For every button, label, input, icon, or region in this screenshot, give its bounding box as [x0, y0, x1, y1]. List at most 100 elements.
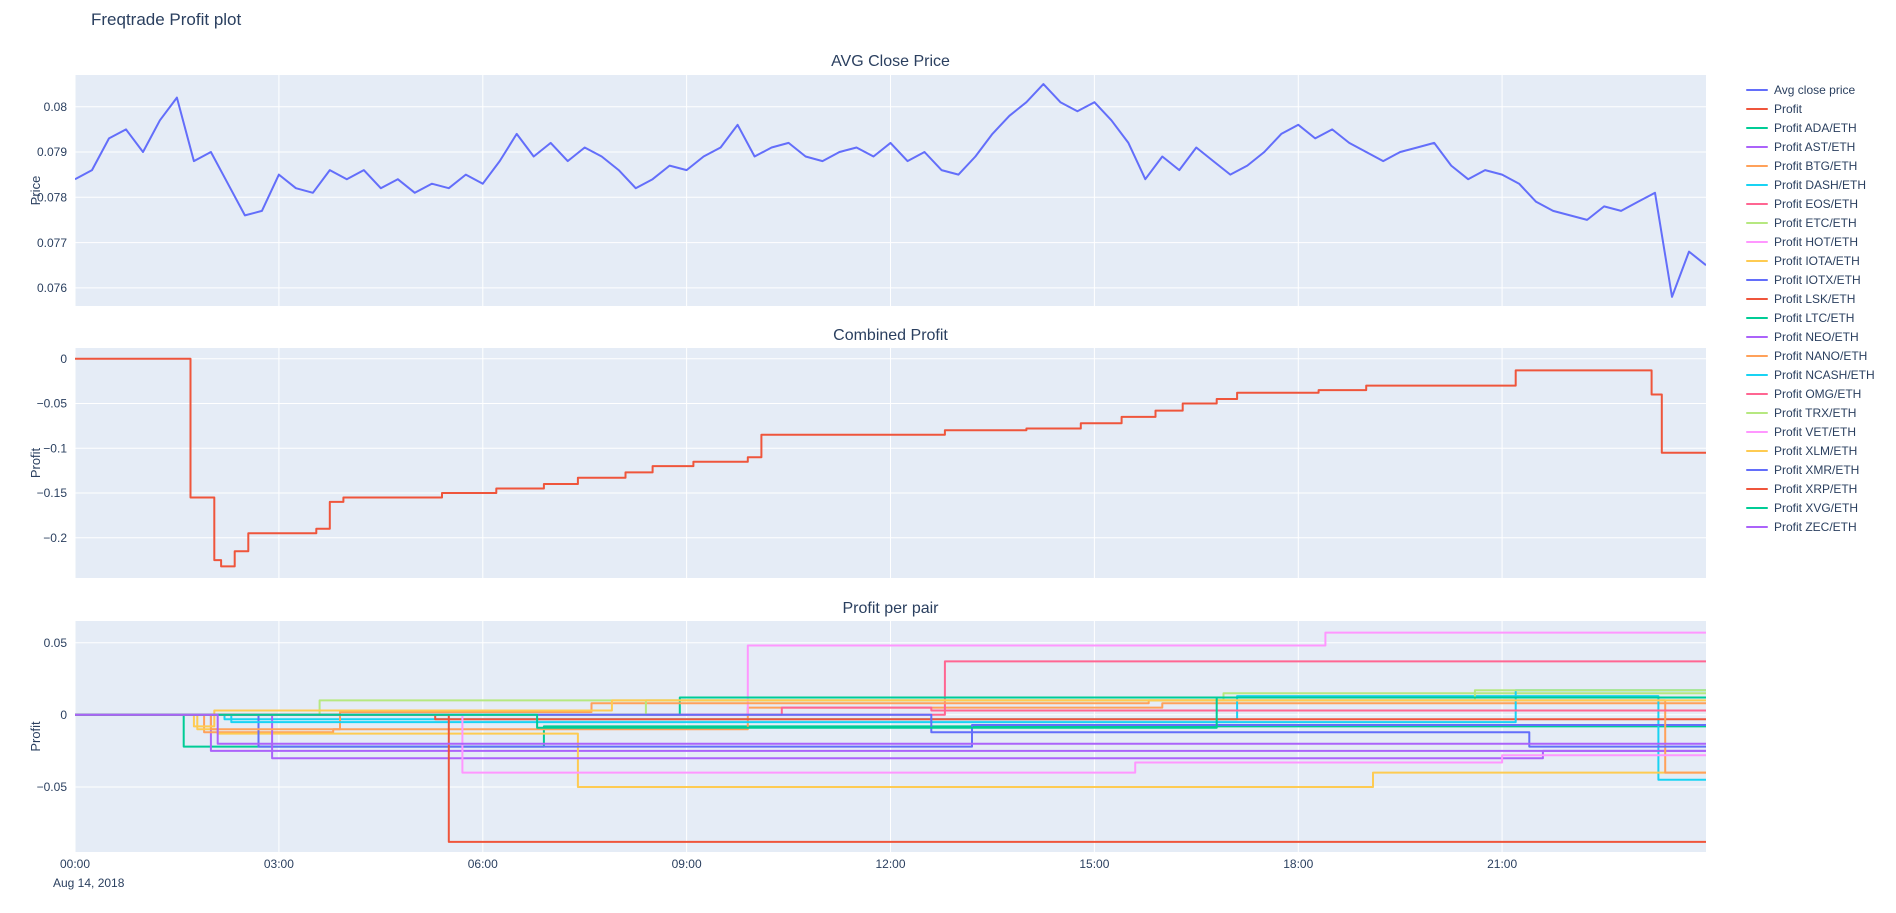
legend-line-swatch [1746, 506, 1768, 509]
legend-line-swatch [1746, 202, 1768, 205]
y-tick-label: 0.079 [37, 145, 67, 159]
legend-item-profit-iotx-eth[interactable]: Profit IOTX/ETH [1746, 270, 1875, 289]
legend-label: Profit NANO/ETH [1774, 348, 1868, 363]
legend: Avg close price Profit Profit ADA/ETH Profi… [1746, 80, 1875, 536]
series-line [75, 699, 1706, 728]
legend-item-profit-ast-eth[interactable]: Profit AST/ETH [1746, 137, 1875, 156]
legend-label: Profit ADA/ETH [1774, 120, 1857, 135]
legend-line-swatch [1746, 221, 1768, 224]
y-tick-label: −0.2 [43, 531, 67, 545]
legend-item-profit-btg-eth[interactable]: Profit BTG/ETH [1746, 156, 1875, 175]
profit-per-pair-chart[interactable]: 0.05 0 −0.05 Profit [0, 621, 1760, 852]
series-line [75, 713, 1706, 745]
legend-line-swatch [1746, 430, 1768, 433]
legend-label: Profit XVG/ETH [1774, 500, 1859, 515]
legend-item-profit-etc-eth[interactable]: Profit ETC/ETH [1746, 213, 1875, 232]
x-axis-date-label: Aug 14, 2018 [53, 876, 125, 890]
legend-label: Profit XLM/ETH [1774, 443, 1858, 458]
y-tick-label: −0.15 [37, 486, 68, 500]
legend-item-profit-xrp-eth[interactable]: Profit XRP/ETH [1746, 479, 1875, 498]
legend-line-swatch [1746, 145, 1768, 148]
legend-item-profit-xvg-eth[interactable]: Profit XVG/ETH [1746, 498, 1875, 517]
series-line [75, 83, 1706, 298]
page-title: Freqtrade Profit plot [91, 10, 242, 29]
legend-line-swatch [1746, 449, 1768, 452]
legend-item-profit-hot-eth[interactable]: Profit HOT/ETH [1746, 232, 1875, 251]
legend-item-profit-zec-eth[interactable]: Profit ZEC/ETH [1746, 517, 1875, 536]
avg-close-price-chart[interactable]: 0.08 0.079 0.078 0.077 0.076 Price [0, 75, 1760, 306]
x-tick-label: 09:00 [671, 857, 702, 871]
legend-line-swatch [1746, 126, 1768, 129]
legend-line-swatch [1746, 525, 1768, 528]
legend-line-swatch [1746, 487, 1768, 490]
series-line [75, 713, 1706, 774]
legend-item-avg-close-price[interactable]: Avg close price [1746, 80, 1875, 99]
y-tick-label: −0.05 [37, 780, 68, 794]
y-axis-title: Price [28, 176, 43, 206]
x-tick-label: 00:00 [59, 857, 91, 871]
legend-item-profit[interactable]: Profit [1746, 99, 1875, 118]
x-tick-label: 15:00 [1079, 857, 1110, 871]
legend-item-profit-lsk-eth[interactable]: Profit LSK/ETH [1746, 289, 1875, 308]
x-tick-label: 06:00 [467, 857, 498, 871]
x-axis: 00:00 03:00 06:00 09:00 12:00 15:00 18:00 21:00 [0, 857, 1760, 873]
legend-label: Profit XMR/ETH [1774, 462, 1860, 477]
legend-item-profit-iota-eth[interactable]: Profit IOTA/ETH [1746, 251, 1875, 270]
legend-label: Profit HOT/ETH [1774, 234, 1859, 249]
y-axis-title: Profit [28, 721, 43, 752]
legend-label: Avg close price [1774, 82, 1856, 97]
legend-line-swatch [1746, 335, 1768, 338]
legend-label: Profit EOS/ETH [1774, 196, 1859, 211]
legend-line-swatch [1746, 316, 1768, 319]
legend-item-profit-neo-eth[interactable]: Profit NEO/ETH [1746, 327, 1875, 346]
legend-label: Profit LSK/ETH [1774, 291, 1856, 306]
x-tick-label: 21:00 [1487, 857, 1518, 871]
legend-item-profit-ncash-eth[interactable]: Profit NCASH/ETH [1746, 365, 1875, 384]
legend-label: Profit TRX/ETH [1774, 405, 1857, 420]
legend-line-swatch [1746, 164, 1768, 167]
y-tick-label: 0.08 [44, 100, 68, 114]
subplot-title-profit-per-pair: Profit per pair [842, 600, 939, 617]
legend-label: Profit ETC/ETH [1774, 215, 1857, 230]
y-axis-title: Profit [28, 447, 43, 478]
legend-label: Profit ZEC/ETH [1774, 519, 1857, 534]
legend-item-profit-xmr-eth[interactable]: Profit XMR/ETH [1746, 460, 1875, 479]
legend-label: Profit [1774, 101, 1803, 116]
y-tick-label: −0.1 [43, 441, 67, 455]
legend-label: Profit LTC/ETH [1774, 310, 1855, 325]
legend-line-swatch [1746, 297, 1768, 300]
legend-line-swatch [1746, 183, 1768, 186]
x-tick-label: 18:00 [1283, 857, 1314, 871]
y-tick-label: 0.077 [37, 236, 67, 250]
y-tick-label: 0.076 [37, 281, 67, 295]
legend-item-profit-trx-eth[interactable]: Profit TRX/ETH [1746, 403, 1875, 422]
y-tick-label: 0.078 [37, 191, 67, 205]
legend-item-profit-omg-eth[interactable]: Profit OMG/ETH [1746, 384, 1875, 403]
legend-label: Profit OMG/ETH [1774, 386, 1862, 401]
legend-item-profit-vet-eth[interactable]: Profit VET/ETH [1746, 422, 1875, 441]
legend-line-swatch [1746, 373, 1768, 376]
legend-line-swatch [1746, 411, 1768, 414]
legend-label: Profit IOTA/ETH [1774, 253, 1860, 268]
legend-item-profit-ada-eth[interactable]: Profit ADA/ETH [1746, 118, 1875, 137]
combined-profit-chart[interactable]: 0 −0.05 −0.1 −0.15 −0.2 Profit [0, 348, 1760, 578]
legend-item-profit-dash-eth[interactable]: Profit DASH/ETH [1746, 175, 1875, 194]
series-line [75, 713, 1706, 788]
series-line [75, 702, 1706, 734]
legend-label: Profit NEO/ETH [1774, 329, 1859, 344]
legend-item-profit-eos-eth[interactable]: Profit EOS/ETH [1746, 194, 1875, 213]
legend-line-swatch [1746, 354, 1768, 357]
legend-label: Profit XRP/ETH [1774, 481, 1858, 496]
legend-item-profit-xlm-eth[interactable]: Profit XLM/ETH [1746, 441, 1875, 460]
series-line [75, 713, 1706, 748]
legend-line-swatch [1746, 88, 1768, 91]
legend-label: Profit IOTX/ETH [1774, 272, 1861, 287]
y-tick-label: 0 [60, 708, 67, 722]
y-tick-label: 0.05 [44, 636, 68, 650]
legend-item-profit-nano-eth[interactable]: Profit NANO/ETH [1746, 346, 1875, 365]
legend-item-profit-ltc-eth[interactable]: Profit LTC/ETH [1746, 308, 1875, 327]
legend-label: Profit VET/ETH [1774, 424, 1857, 439]
legend-line-swatch [1746, 259, 1768, 262]
subplot-title-avg-close-price: AVG Close Price [831, 53, 950, 70]
